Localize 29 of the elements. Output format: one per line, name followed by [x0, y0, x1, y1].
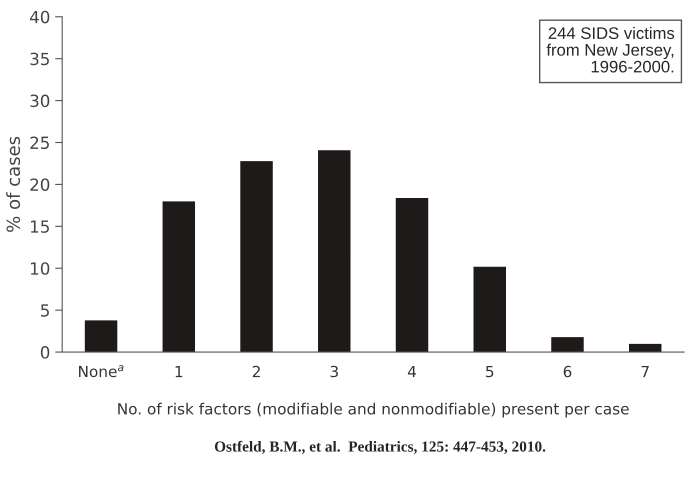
bar	[318, 150, 351, 352]
y-tick-label: 30	[30, 94, 50, 108]
annotation: 244 SIDS victims from New Jersey, 1996-2000.	[546, 26, 674, 73]
x-tick-label: 7	[642, 366, 649, 378]
bar	[240, 161, 273, 352]
bar	[84, 320, 118, 352]
y-tick-label: 25	[30, 136, 49, 150]
y-tick-label: 5	[41, 304, 49, 317]
bar	[162, 201, 196, 352]
bar	[551, 337, 584, 352]
y-axis-title: % of cases	[6, 136, 20, 232]
text: Ostfeld, B.M., et al. Pediatrics, 125: 447-453, 2010.	[214, 440, 546, 454]
bar	[628, 344, 662, 352]
bar	[396, 198, 428, 352]
y-tick-label: 10	[31, 262, 50, 275]
bar	[474, 266, 506, 352]
x-tick-label: 1	[176, 366, 182, 378]
x-tick-label: 4	[408, 366, 416, 378]
x-tick-label: 3	[330, 366, 338, 378]
y-tick-label: 35	[30, 52, 49, 66]
y-tick-label: 15	[31, 220, 49, 233]
x-tick-label: 6	[564, 366, 572, 378]
y-tick-label: 20	[30, 178, 50, 191]
x-tick-label: None$^{a}$	[79, 365, 124, 378]
y-tick-label: 0	[40, 346, 50, 359]
y-tick-label: 40	[30, 10, 50, 24]
x-tick-label: 2	[252, 366, 260, 378]
x-axis-title: No. of risk factors (modifiable and nonmodifiable) present per case	[118, 402, 629, 418]
x-tick-label: 5	[486, 366, 494, 378]
